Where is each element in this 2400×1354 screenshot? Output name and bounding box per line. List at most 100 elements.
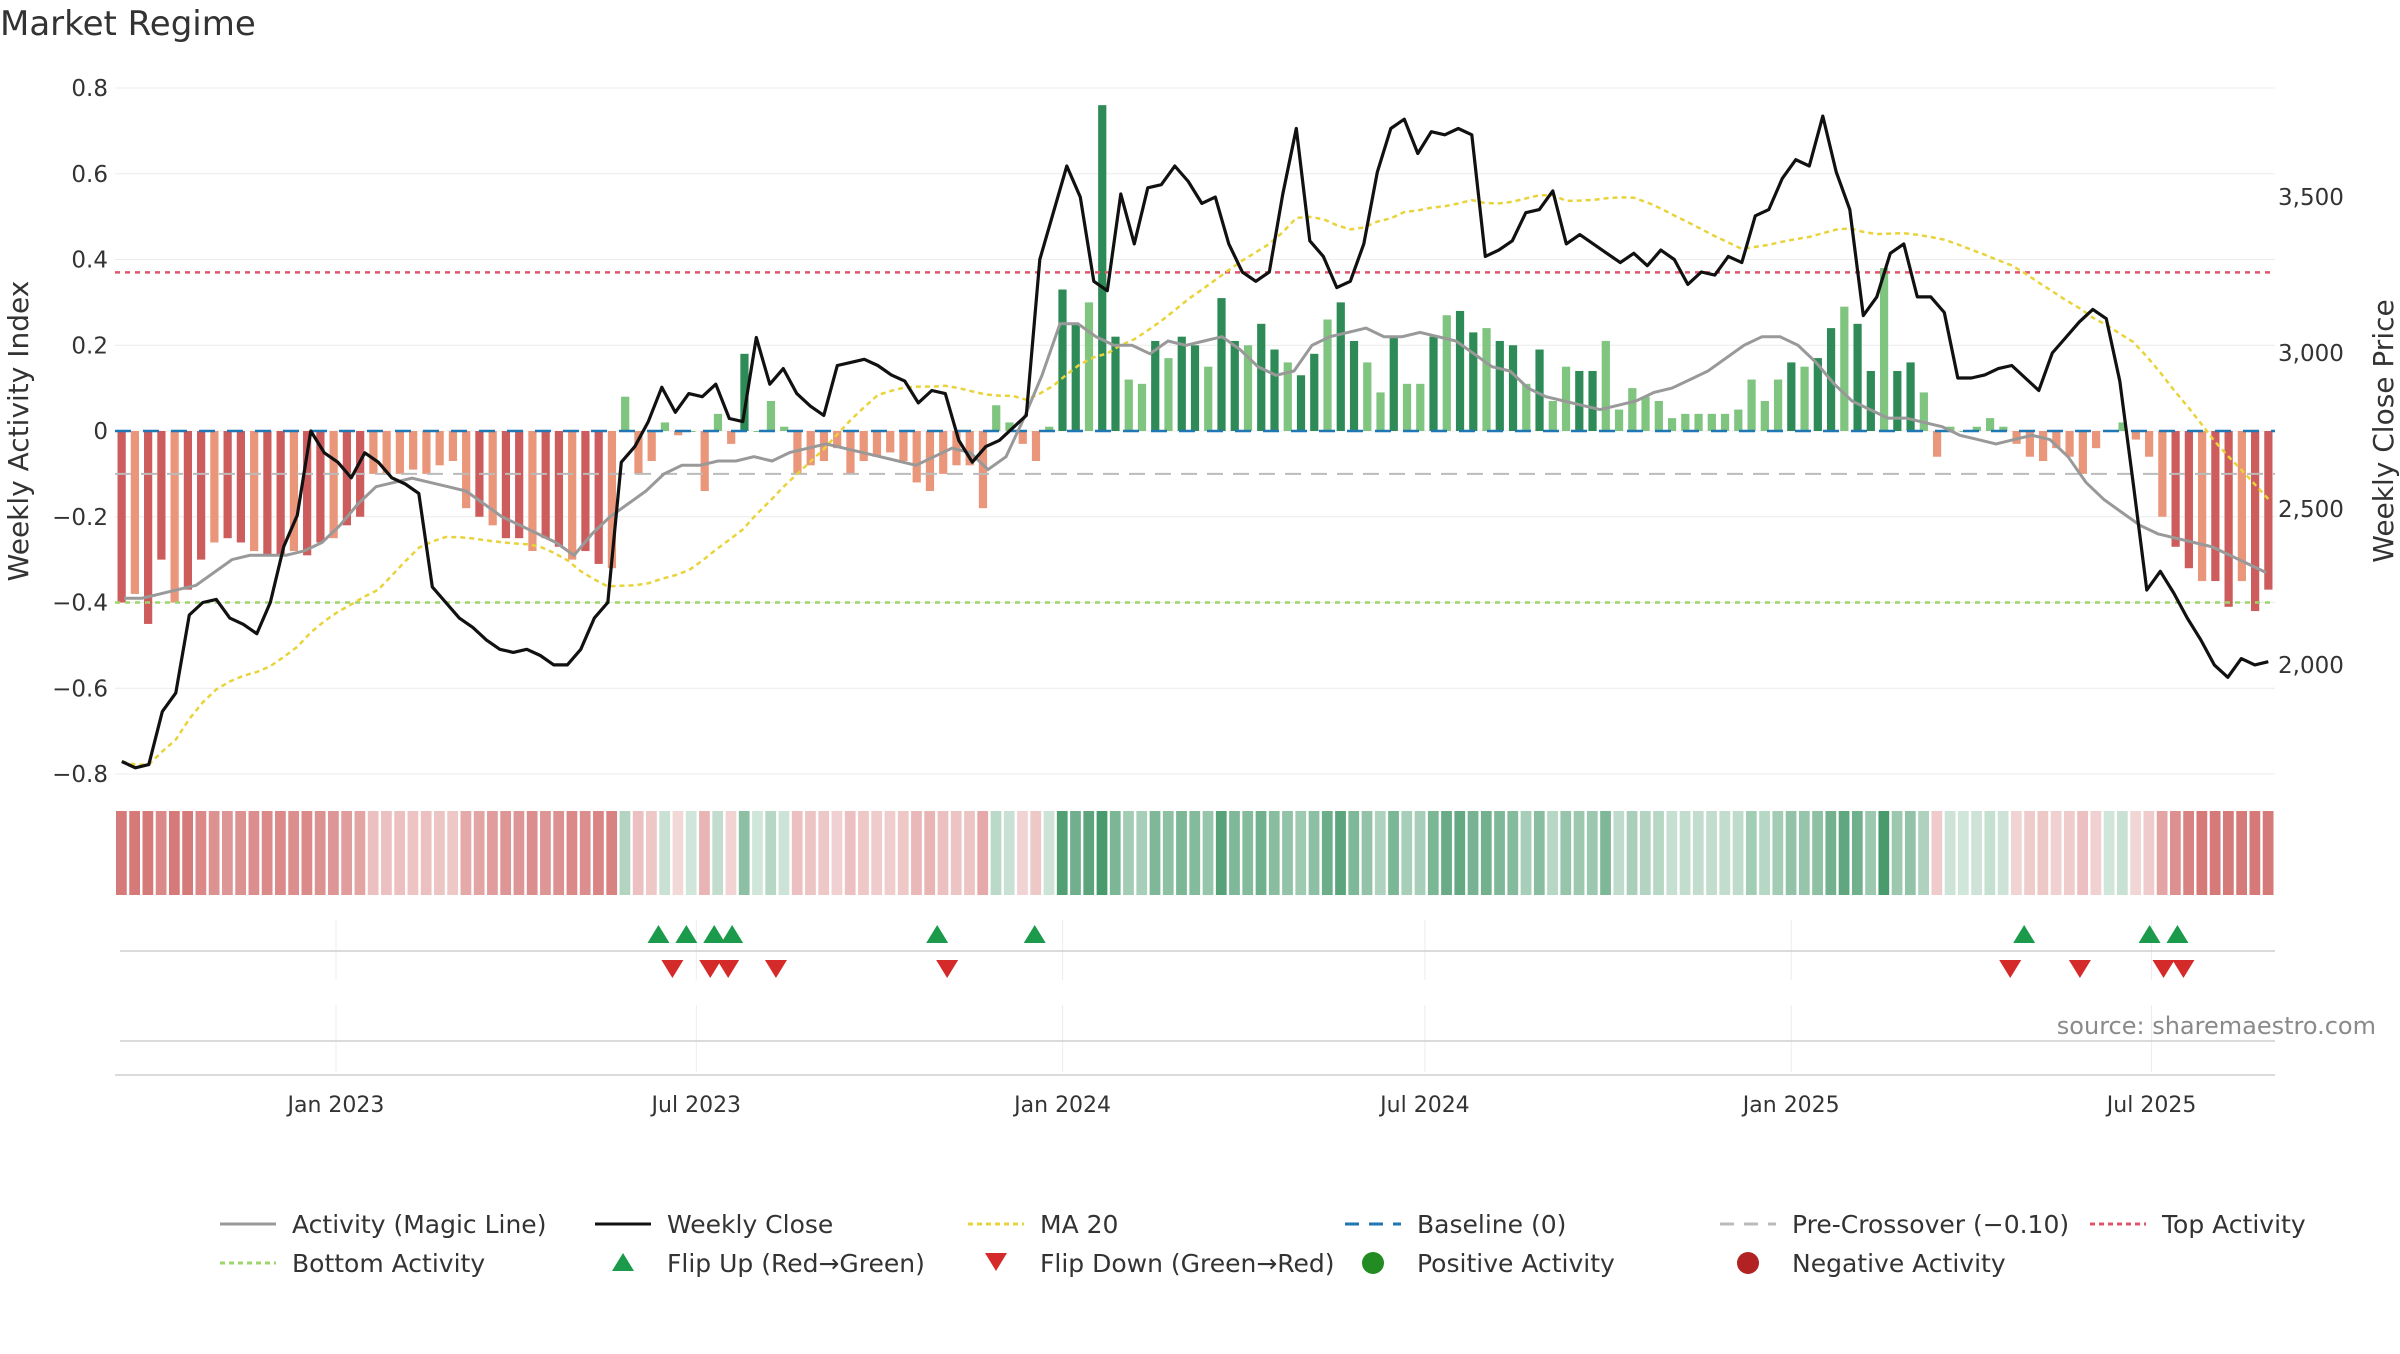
heat-cell: [1136, 811, 1148, 895]
activity-bar: [1323, 319, 1332, 431]
flip-down-marker: [764, 960, 787, 978]
activity-bar: [1654, 400, 1663, 431]
activity-bar: [1376, 392, 1385, 431]
activity-bar: [872, 431, 882, 457]
heat-cell: [712, 811, 724, 895]
heat-cell: [579, 811, 591, 895]
heat-cell: [1957, 811, 1969, 895]
flip-up-marker: [703, 925, 726, 943]
heat-cell: [1520, 811, 1532, 895]
heat-cell: [540, 811, 551, 895]
activity-bar: [130, 431, 139, 594]
legend: [220, 1222, 2146, 1274]
activity-bar: [1707, 413, 1716, 431]
heat-cell: [473, 811, 485, 895]
activity-bar: [2171, 431, 2180, 547]
activity-bar: [1588, 370, 1597, 431]
heat-cell: [1759, 811, 1770, 895]
flip-up-marker: [926, 925, 949, 943]
ma20-line: [121, 193, 2270, 766]
heat-cell: [1335, 811, 1346, 895]
legend-item: [985, 1253, 1007, 1271]
dot-red-icon: [1737, 1252, 1759, 1274]
heat-cell: [116, 811, 127, 895]
y-tick-label-left: 0.6: [71, 162, 108, 188]
heat-cell: [1865, 811, 1876, 895]
activity-bar: [223, 431, 232, 539]
heat-cell: [1732, 811, 1744, 895]
heat-cell: [1109, 811, 1121, 895]
heat-cell: [659, 811, 671, 895]
heat-cell: [1798, 811, 1810, 895]
activity-bar: [1416, 383, 1425, 431]
legend-label: MA 20: [1040, 1210, 1118, 1239]
activity-bar: [1800, 366, 1809, 431]
activity-bar: [1164, 358, 1173, 431]
heat-cell: [235, 811, 247, 895]
activity-bar: [2025, 431, 2034, 457]
heat-cell: [2050, 811, 2062, 895]
heat-cell: [2090, 811, 2102, 895]
y-tick-label-right: 3,000: [2278, 341, 2344, 367]
heat-cell: [1149, 811, 1161, 895]
heat-cell: [2063, 811, 2075, 895]
heat-cell: [407, 811, 419, 895]
heat-cell: [208, 811, 220, 895]
heat-cell: [1083, 811, 1095, 895]
activity-bar: [1098, 105, 1107, 432]
activity-bar: [1575, 370, 1584, 431]
heat-cell: [977, 811, 989, 895]
flip-down-marker: [661, 960, 684, 978]
heat-cell: [685, 811, 697, 895]
activity-bar: [1005, 422, 1014, 431]
heat-cell: [1242, 811, 1254, 895]
heat-cell: [937, 811, 949, 895]
heat-cell: [791, 811, 803, 895]
heat-cell: [1626, 811, 1638, 895]
heat-cell: [950, 811, 962, 895]
flip-up-marker: [1023, 925, 1046, 943]
activity-bar: [1694, 413, 1703, 431]
heat-cell: [275, 811, 286, 895]
heat-cell: [1533, 811, 1545, 895]
activity-bar: [647, 431, 656, 462]
activity-bar: [899, 431, 908, 462]
activity-bar: [912, 431, 921, 483]
legend-label: Positive Activity: [1417, 1249, 1615, 1278]
activity-bar: [250, 431, 259, 552]
heat-cell: [248, 811, 260, 895]
heat-cell: [2037, 811, 2049, 895]
heat-cell: [1467, 811, 1479, 895]
activity-bar: [846, 431, 855, 474]
activity-bar: [1734, 409, 1743, 431]
y-tick-label-left: −0.2: [52, 505, 108, 531]
activity-bar: [607, 431, 617, 569]
activity-bar: [2012, 431, 2021, 444]
activity-bar: [687, 431, 696, 432]
heat-cell: [699, 811, 710, 895]
heat-cell: [619, 811, 631, 895]
activity-bar: [395, 431, 405, 474]
heat-cell: [1414, 811, 1426, 895]
activity-bar: [1296, 375, 1306, 431]
flip-up-marker: [675, 925, 698, 943]
chart-title: Market Regime: [0, 4, 256, 44]
heat-cell: [2116, 811, 2128, 895]
heat-cell: [487, 811, 498, 895]
heat-cell: [897, 811, 909, 895]
legend-item: [1737, 1252, 1759, 1274]
heat-cell: [314, 811, 326, 895]
activity-bar: [1310, 353, 1319, 431]
activity-bar: [634, 431, 643, 474]
heat-cell: [844, 811, 856, 895]
activity-bar: [1031, 431, 1041, 462]
activity-bar: [1840, 306, 1849, 431]
heat-cell: [381, 811, 392, 895]
heat-cell: [500, 811, 512, 895]
flip-up-marker: [2138, 925, 2161, 943]
activity-bar: [1720, 413, 1730, 431]
heat-cell: [964, 811, 975, 895]
heat-cell: [1070, 811, 1081, 895]
heat-cell: [1639, 811, 1651, 895]
